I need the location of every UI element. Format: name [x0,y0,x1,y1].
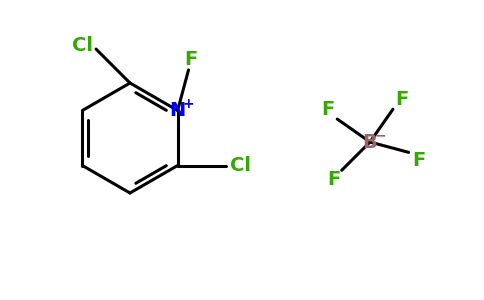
Text: F: F [327,170,340,189]
Text: F: F [321,100,335,118]
Text: +: + [183,97,195,110]
Text: F: F [412,151,425,170]
Text: N: N [169,101,186,120]
Text: −: − [374,128,386,142]
Text: Cl: Cl [72,36,92,55]
Text: Cl: Cl [230,156,251,175]
Text: B: B [363,133,378,152]
Text: F: F [395,90,408,109]
Text: F: F [184,50,197,69]
